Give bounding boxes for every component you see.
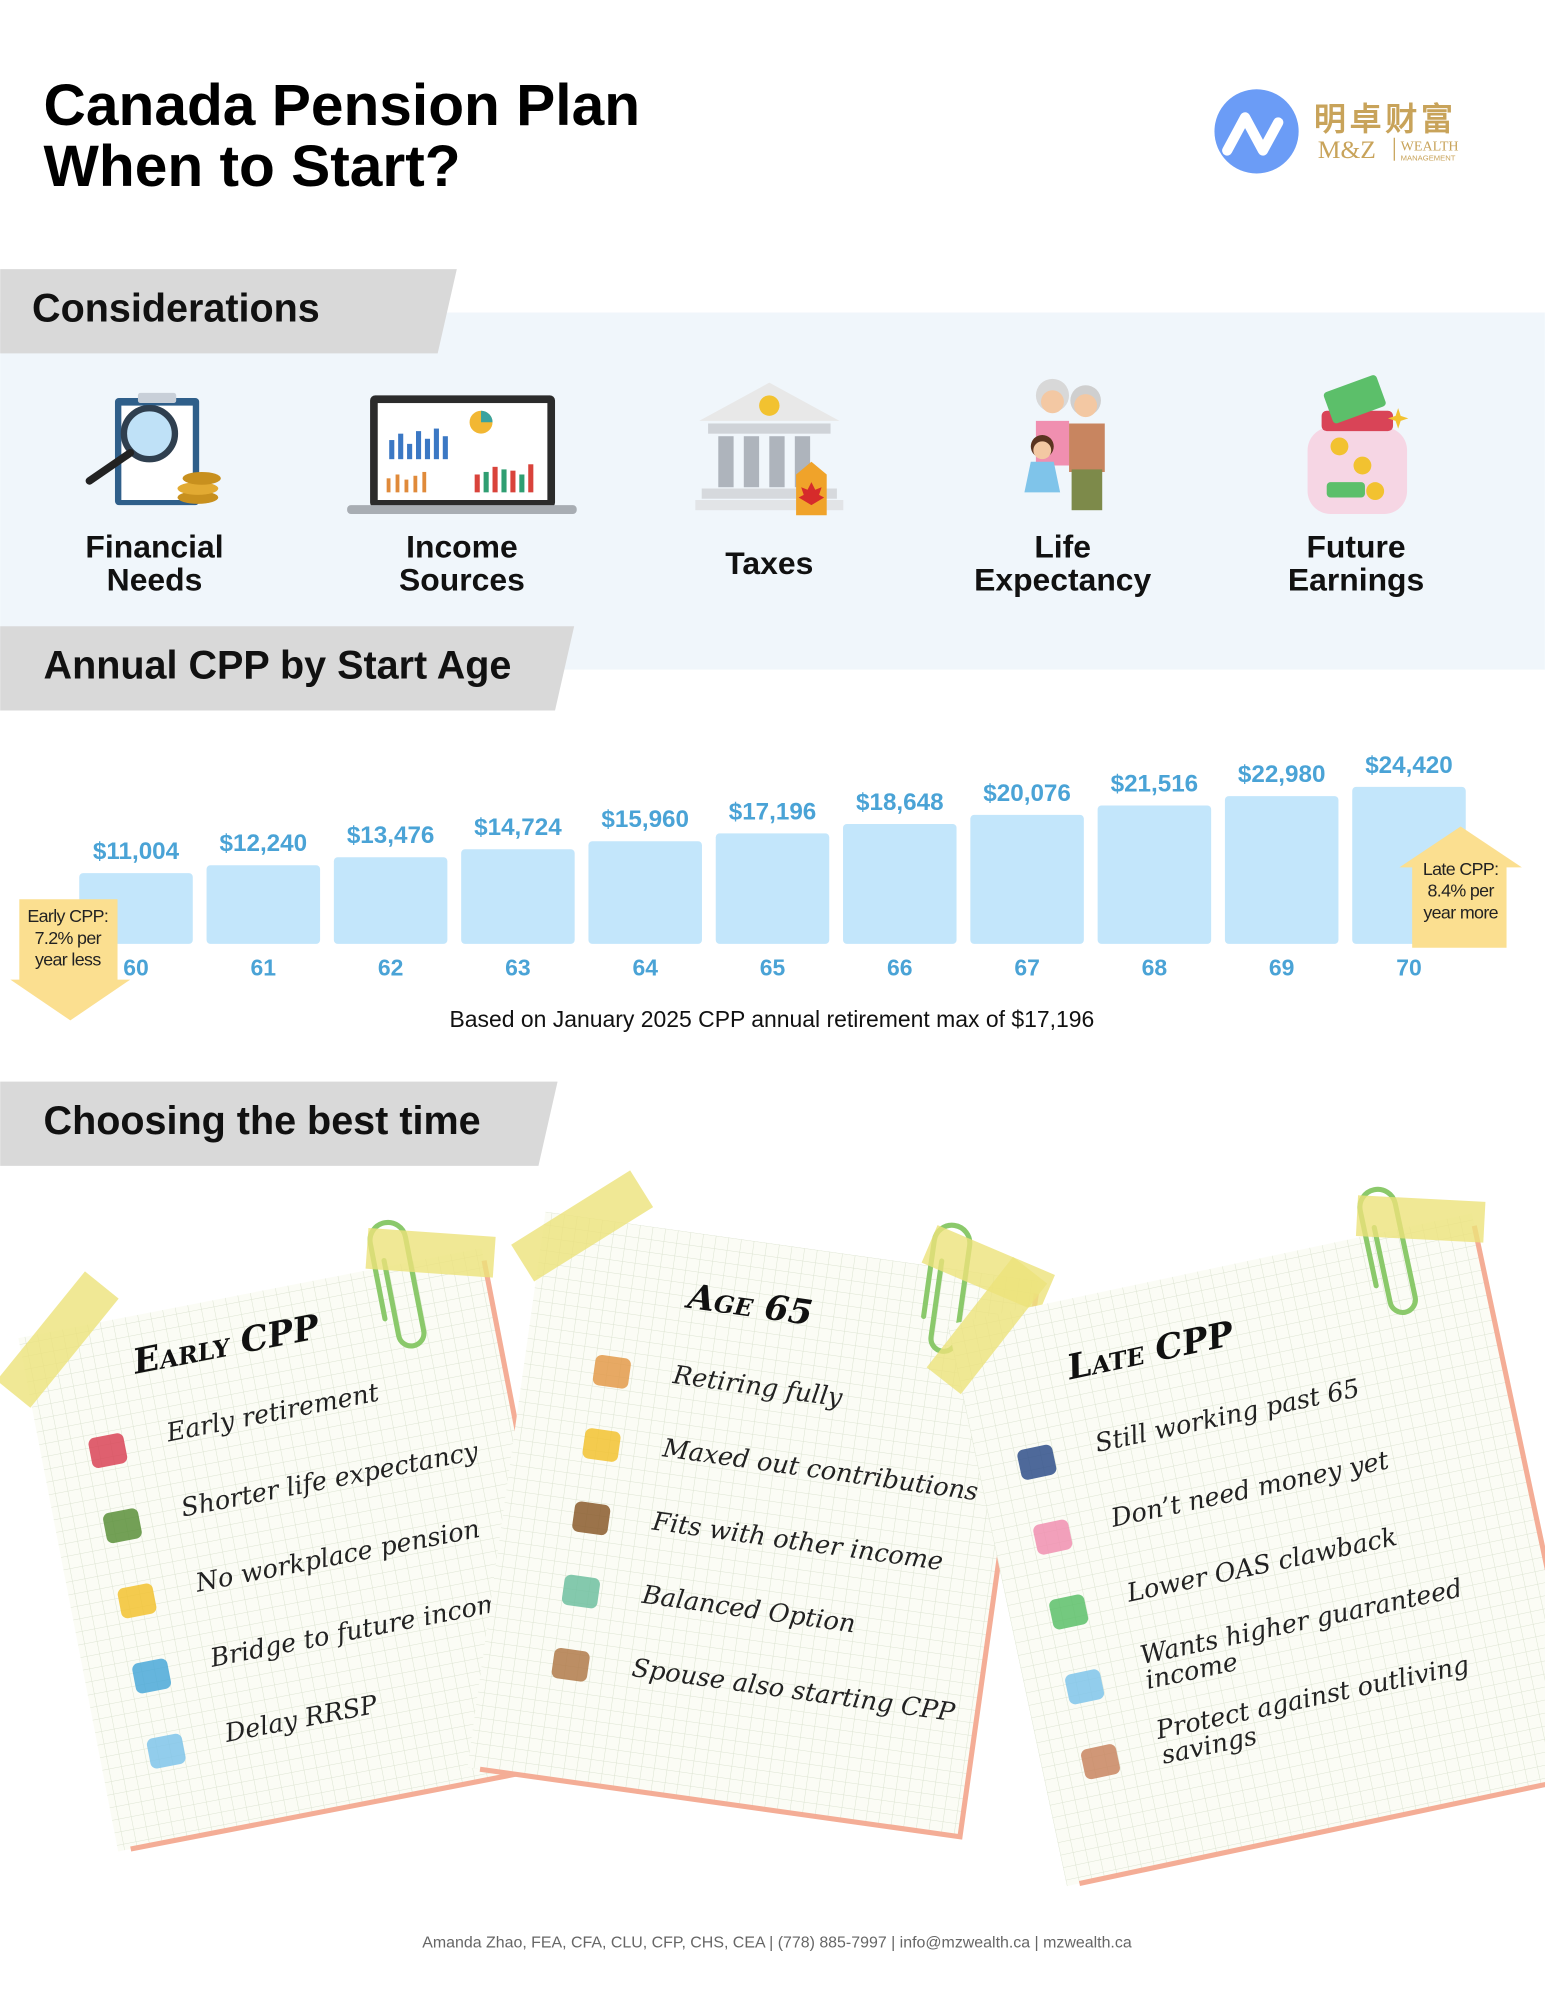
consideration-label: Earnings — [1288, 562, 1424, 598]
consideration-label: Taxes — [725, 545, 813, 581]
value-label: $22,980 — [1238, 761, 1326, 788]
value-label: $18,648 — [856, 789, 944, 816]
x-tick-label: 67 — [1014, 955, 1040, 981]
tape — [1355, 1195, 1486, 1243]
section-heading: Choosing the best time — [44, 1099, 481, 1143]
bar — [970, 814, 1084, 944]
logo-text: WEALTH — [1401, 139, 1459, 155]
annotation: 7.2% per — [35, 928, 102, 948]
title: When to Start? — [44, 134, 461, 199]
x-tick-label: 60 — [123, 955, 149, 981]
consideration-label: Sources — [399, 562, 525, 598]
item-icon — [1065, 1669, 1105, 1705]
item-icon — [551, 1647, 590, 1682]
annotation: Late CPP: — [1423, 859, 1499, 879]
consideration-label: Income — [406, 528, 518, 564]
value-label: $15,960 — [601, 806, 689, 833]
tape — [0, 1271, 119, 1408]
x-tick-label: 65 — [760, 955, 786, 981]
bar — [461, 849, 575, 944]
item-icon — [1049, 1594, 1089, 1630]
bar — [333, 857, 448, 944]
item-icon — [1081, 1744, 1120, 1780]
annotation-arrow — [10, 899, 131, 1021]
item-icon — [117, 1583, 157, 1619]
value-label: $14,724 — [474, 814, 562, 841]
bar-chart: $11,004 60 $12,240 61 $13,476 62 $14,724 63 $15,… — [10, 752, 1522, 1021]
card-paper — [18, 1248, 582, 1852]
item-icon — [561, 1574, 600, 1609]
bar — [588, 841, 702, 944]
section-banner — [0, 269, 457, 354]
bar — [1097, 805, 1212, 944]
x-tick-label: 66 — [887, 955, 913, 981]
logo-text: MANAGEMENT — [1401, 154, 1456, 163]
bar — [206, 865, 321, 944]
value-label: $17,196 — [729, 798, 817, 825]
bar — [843, 823, 957, 944]
value-label: $20,076 — [983, 780, 1071, 807]
icon-taxes — [695, 382, 844, 516]
x-tick-label: 68 — [1142, 955, 1168, 981]
item-icon — [1033, 1519, 1073, 1555]
bar — [1224, 796, 1339, 944]
card-edge — [1078, 1225, 1545, 1886]
item-icon — [88, 1433, 128, 1468]
section-banner — [0, 626, 575, 711]
x-tick-label: 62 — [378, 955, 404, 981]
consideration-label: Needs — [107, 562, 203, 598]
x-tick-label: 64 — [632, 955, 658, 981]
title: Canada Pension Plan — [44, 73, 641, 138]
x-tick-label: 63 — [505, 955, 531, 981]
value-label: $13,476 — [347, 822, 435, 849]
value-label: $24,420 — [1365, 752, 1453, 779]
tape — [511, 1170, 654, 1282]
annotation: Early CPP: — [27, 906, 108, 926]
value-label: $12,240 — [220, 830, 308, 857]
annotation: year less — [35, 950, 101, 970]
logo-text: M&Z — [1318, 135, 1376, 164]
consideration-label: Expectancy — [974, 562, 1151, 598]
item-icon — [582, 1428, 621, 1462]
consideration-label: Financial — [85, 528, 223, 564]
logo: 明卓财富 M&Z WEALTH MANAGEMENT — [1214, 89, 1459, 174]
item-icon — [572, 1501, 611, 1536]
logo-text: 明卓财富 — [1314, 101, 1457, 137]
icon-future-earnings — [1307, 375, 1409, 515]
icon-financial-needs — [85, 392, 221, 506]
annotation: 8.4% per — [1427, 881, 1494, 901]
annotation-arrow — [1399, 826, 1522, 948]
item-icon — [132, 1658, 172, 1694]
footer: Amanda Zhao, FEA, CFA, CLU, CFP, CHS, CE… — [422, 1935, 1132, 1952]
value-label: $11,004 — [93, 838, 180, 865]
card-paper — [947, 1213, 1545, 1887]
tape — [926, 1256, 1048, 1395]
x-tick-label: 70 — [1396, 955, 1422, 981]
icon-income-sources — [347, 395, 577, 515]
item-icon — [103, 1508, 142, 1544]
section-heading: Considerations — [32, 286, 320, 330]
section-banner — [0, 1081, 558, 1166]
chart-note: Based on January 2025 CPP annual retirem… — [449, 1006, 1094, 1032]
tape — [365, 1227, 496, 1278]
consideration-label: Life — [1034, 528, 1091, 564]
consideration-label: Future — [1306, 528, 1405, 564]
item-icon — [1017, 1444, 1057, 1480]
value-label: $21,516 — [1111, 771, 1199, 798]
x-tick-label: 69 — [1269, 955, 1295, 981]
bar — [715, 833, 830, 944]
x-tick-label: 61 — [251, 955, 277, 981]
annotation: year more — [1423, 902, 1498, 922]
item-icon — [146, 1733, 186, 1769]
item-icon — [592, 1354, 631, 1389]
chart-title: Annual CPP by Start Age — [44, 644, 512, 688]
icon-life-expectancy — [1024, 378, 1105, 511]
